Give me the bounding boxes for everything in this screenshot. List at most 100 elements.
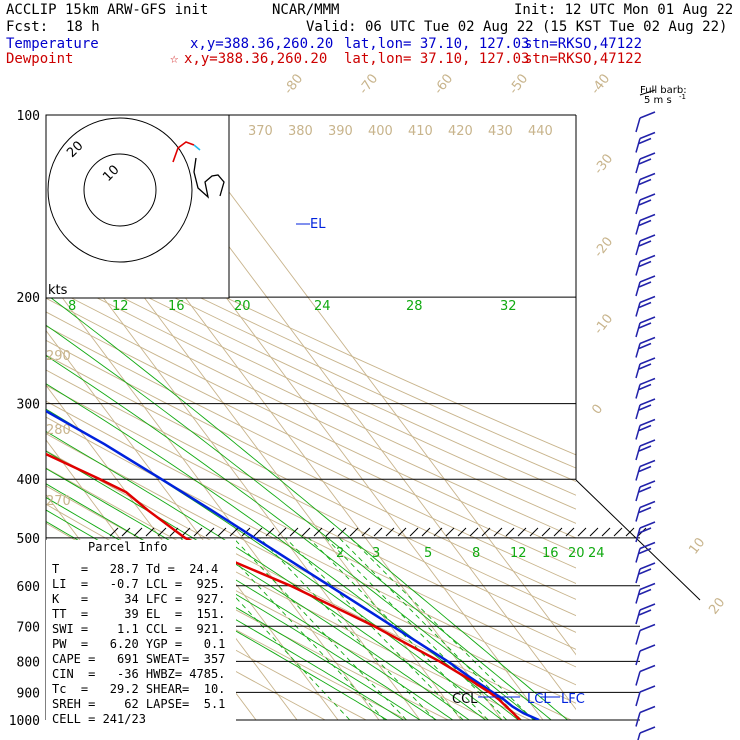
parcel-info-title: Parcel Info [88, 540, 168, 554]
isotherm-label: -50 [506, 71, 531, 97]
full-barb-legend-exponent: -1 [679, 93, 686, 101]
hatch-mark [529, 527, 539, 537]
wind-barb-staff [635, 568, 641, 584]
parcel-row: SWI = 1.1 CCL = 921. [52, 622, 226, 636]
mixing-ratio-label: 24 [314, 299, 331, 314]
wind-barb-staff [635, 138, 641, 153]
mixing-ratio-label: 20 [234, 299, 251, 314]
hatch-mark [301, 527, 311, 537]
hatch-mark [349, 527, 359, 537]
full-barb-legend-line1: Full barb: [640, 85, 687, 96]
mixing-ratio-line [350, 537, 534, 720]
wind-barb-flag [639, 582, 656, 591]
el-label: EL [310, 217, 326, 232]
star-icon: ☆ [170, 51, 179, 67]
hatch-mark [313, 527, 323, 537]
dry-adiabat-line [46, 339, 576, 600]
hatch-mark [193, 527, 203, 537]
wind-barb-flag [639, 705, 656, 714]
wind-barb-staff [635, 425, 641, 440]
isotherm-line [46, 329, 339, 720]
mixing-ratio-line [232, 537, 407, 720]
hodograph-units-label: kts [48, 283, 68, 298]
hatch-mark [481, 527, 491, 537]
wind-barb-staff [635, 671, 641, 686]
dry-adiabat-line [46, 297, 576, 554]
dry-adiabat-line [46, 258, 576, 510]
wind-barb-flag [639, 459, 656, 468]
hatch-mark [469, 527, 479, 537]
dry-adiabat-line [46, 400, 576, 668]
theta-label: 410 [408, 124, 433, 139]
fcst-value: 18 h [66, 19, 100, 35]
isotherm-line [170, 115, 576, 656]
wind-barb-flag [638, 404, 652, 411]
mixing-ratio-line [325, 537, 508, 720]
hatch-mark [601, 527, 611, 537]
isotherm-label: -40 [588, 71, 613, 97]
mixing-ratio-line [308, 537, 489, 720]
wind-barb-staff [635, 548, 641, 563]
wind-barb-flag [638, 219, 652, 227]
wind-barb-flag [638, 260, 652, 268]
dewpoint-legend-label: Dewpoint [6, 51, 74, 67]
wind-barb-flag [639, 213, 656, 222]
hatch-mark [265, 527, 275, 537]
hatch-mark [613, 527, 623, 537]
hatch-mark [277, 527, 287, 537]
pressure-label: 500 [17, 532, 40, 547]
hatch-mark [229, 527, 239, 537]
mixing-ratio-label: 5 [424, 546, 432, 561]
wind-barb-flag [639, 521, 656, 529]
isotherm-label: -70 [356, 71, 381, 97]
theta-label: 440 [528, 124, 553, 139]
mixing-ratio-label: 8 [472, 546, 480, 561]
wind-barb-flag [638, 465, 652, 473]
hatch-mark [565, 527, 575, 537]
wind-barb-staff [635, 281, 641, 297]
mixing-ratio-label: 16 [542, 546, 559, 561]
theta-label: 370 [248, 124, 273, 139]
wind-barb-flag [639, 398, 656, 406]
wind-barb-flag [638, 486, 652, 493]
wind-barb-staff [637, 732, 641, 740]
hatch-mark [445, 527, 455, 537]
wind-barb-staff [635, 404, 641, 420]
hatch-mark [361, 527, 371, 537]
wind-barb-flag [639, 562, 656, 570]
lfc-label: LFC [561, 692, 585, 707]
dry-adiabat-line [46, 245, 576, 496]
wind-barb-flag [638, 322, 652, 329]
plot-skewed-border [575, 479, 701, 601]
wind-barb-staff [635, 650, 641, 666]
parcel-row: SREH = 62 LAPSE= 5.1 [52, 697, 226, 711]
dewpoint-profile [46, 452, 521, 720]
wind-barb-staff [635, 240, 641, 256]
parcel-row: PW = 6.20 YGP = 0.1 [52, 637, 226, 651]
temperature-latlon: lat,lon= 37.10, 127.03 [344, 36, 530, 52]
isotherm-label: 0 [589, 402, 606, 418]
parcel-info-box: Parcel Info T = 28.7 Td = 24.4 LI = -0.7… [46, 540, 236, 730]
hatch-mark [541, 527, 551, 537]
temperature-profile [46, 409, 540, 720]
lcl-label: LCL [527, 692, 551, 707]
wind-barb-flag [638, 363, 652, 370]
wind-barb-flag [638, 609, 652, 616]
theta-label-left: 270 [46, 494, 71, 509]
wind-barb-flag [639, 480, 656, 488]
wind-barb-staff [635, 363, 641, 379]
parcel-row: CAPE = 691 SWEAT= 357 [52, 652, 226, 666]
mixing-ratio-label: 16 [168, 299, 185, 314]
wind-barb-flag [639, 193, 656, 201]
wind-barb-staff [635, 589, 641, 604]
wind-barb-staff [635, 712, 641, 727]
wind-barb-flag [638, 158, 652, 165]
wind-barb-staff [635, 179, 641, 194]
hatch-mark [457, 527, 467, 537]
parcel-row: CIN = -36 HWBZ= 4785. [52, 667, 226, 681]
dewpoint-station: stn=RKSO,47122 [524, 51, 643, 67]
wind-barb-flag [639, 644, 656, 652]
isotherm-label: 10 [686, 535, 708, 557]
